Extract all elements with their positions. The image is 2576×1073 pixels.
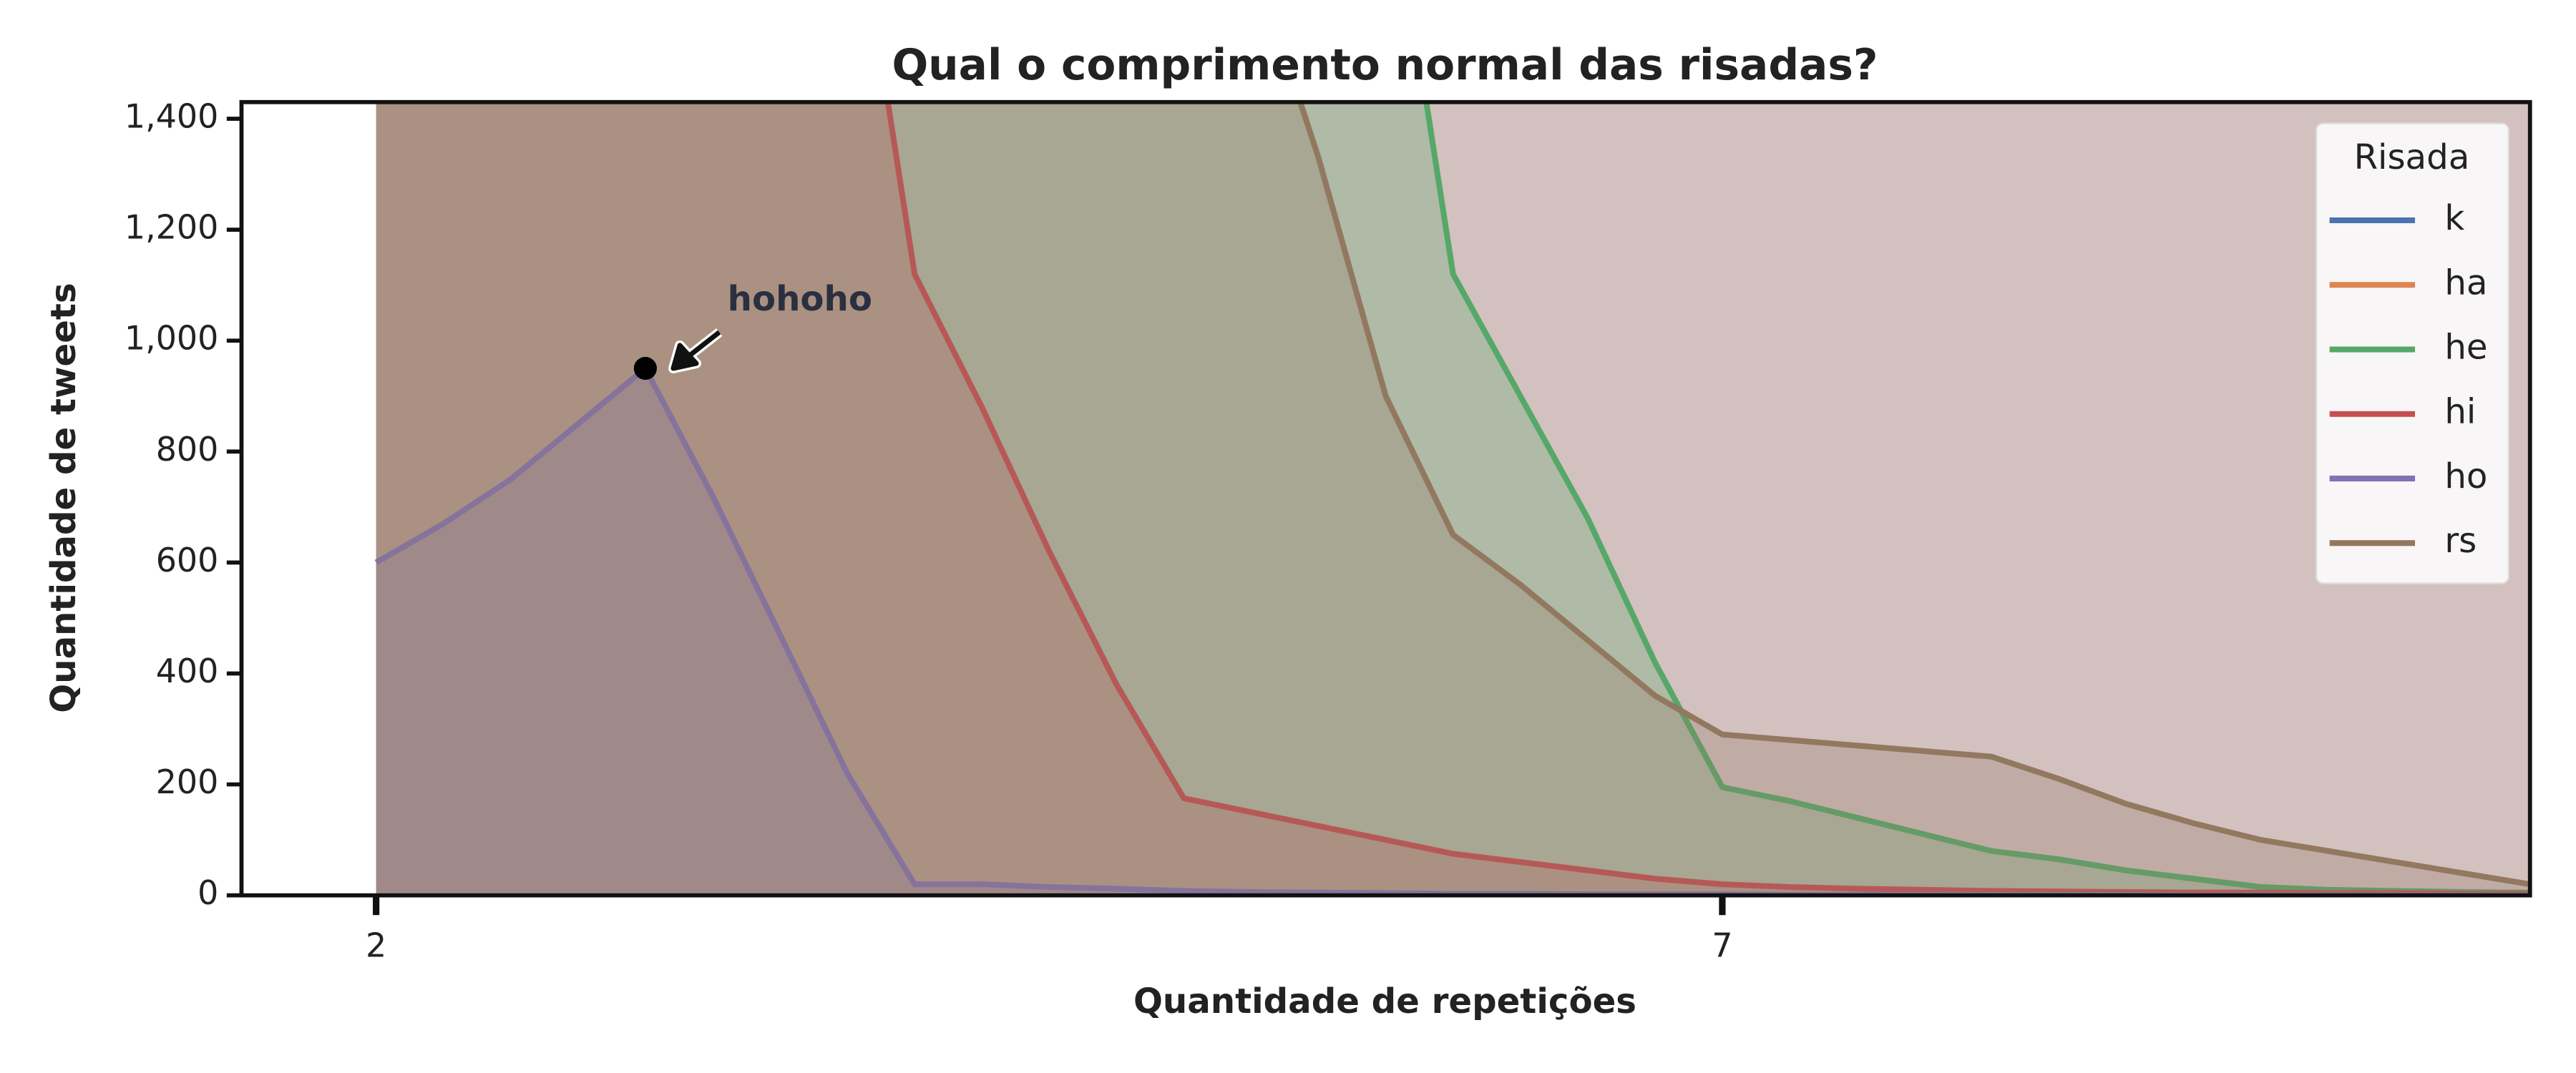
legend-label: ho bbox=[2444, 456, 2487, 496]
legend-label: hi bbox=[2444, 392, 2476, 432]
area-fill bbox=[376, 102, 2530, 896]
plot-area bbox=[374, 102, 2530, 896]
legend-box bbox=[2316, 122, 2510, 584]
y-tick-label: 800 bbox=[156, 430, 219, 469]
plot-frame bbox=[239, 99, 2532, 898]
area-fill bbox=[376, 102, 2530, 896]
legend-label: ha bbox=[2444, 263, 2487, 303]
legend-label: k bbox=[2444, 198, 2464, 238]
series-line bbox=[1297, 102, 2530, 888]
series-line bbox=[1423, 102, 2530, 896]
legend: Risada k ha he hi ho rs bbox=[2316, 122, 2510, 584]
x-tick-label: 2 bbox=[366, 926, 386, 965]
y-tick-label: 0 bbox=[197, 873, 218, 912]
x-axis-label: Quantidade de repetições bbox=[1133, 981, 1636, 1021]
y-tick-label: 1,200 bbox=[125, 208, 218, 247]
annotation-text: hohoho bbox=[728, 279, 872, 319]
area-fill bbox=[376, 102, 2530, 896]
chart-title: Qual o comprimento normal das risadas? bbox=[892, 41, 1878, 90]
area-fill bbox=[376, 102, 2530, 896]
y-axis-label: Quantidade de tweets bbox=[44, 283, 84, 712]
y-tick-label: 200 bbox=[156, 763, 219, 801]
y-tick-label: 600 bbox=[156, 541, 219, 579]
area-fill bbox=[376, 102, 2530, 896]
x-tick-label: 7 bbox=[1712, 926, 1732, 965]
legend-title: Risada bbox=[2354, 137, 2470, 177]
y-tick-label: 1,400 bbox=[125, 97, 218, 135]
legend-label: he bbox=[2444, 327, 2487, 367]
annotation-arrow bbox=[670, 330, 721, 371]
annotation-point bbox=[633, 356, 657, 381]
area-fill bbox=[376, 368, 2530, 896]
legend-label: rs bbox=[2444, 521, 2477, 561]
y-tick-label: 1,000 bbox=[125, 319, 218, 358]
y-tick-label: 400 bbox=[156, 652, 219, 690]
